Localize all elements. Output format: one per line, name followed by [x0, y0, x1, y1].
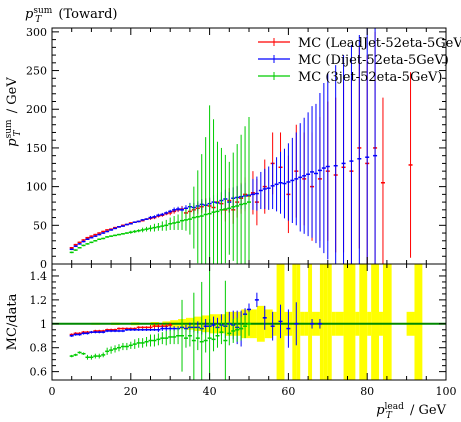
ratio-tick-label: 0.6 [30, 366, 48, 379]
x-tick-label: 40 [203, 385, 217, 398]
y-tick-label: 0 [40, 258, 47, 271]
band-segment [319, 264, 324, 380]
band-segment [323, 264, 328, 380]
y-tick-label: 100 [26, 181, 47, 194]
x-tick-label: 60 [281, 385, 295, 398]
chart-title: psum T (Toward) [25, 6, 117, 25]
ratio-tick-label: 1.2 [30, 294, 48, 307]
band-segment [296, 264, 301, 380]
y-tick-label: 200 [26, 103, 47, 116]
band-segment [327, 264, 332, 380]
ratio-tick-label: 1 [40, 318, 47, 331]
band-segment [343, 264, 348, 380]
ratio-series-3 [69, 266, 251, 380]
y-axis-label: psumT / GeV [4, 77, 23, 147]
main-plot-panel: 0 50 100 150 200 250 300 [26, 26, 447, 271]
band-segment [382, 264, 392, 380]
band-segment [359, 264, 368, 380]
x-tick-label: 0 [49, 385, 56, 398]
band-segment [308, 264, 313, 380]
legend-label: MC (3jet-52eta-5GeV) [298, 70, 443, 85]
legend-label: MC (Dijet-52eta-5GeV) [298, 53, 449, 68]
ratio-data [52, 264, 446, 380]
main-data [69, 28, 413, 264]
series-3 [69, 105, 251, 264]
ratio-plot-panel: 0.6 0.8 1 1.2 1.4 0 20 40 60 80 100 [30, 263, 457, 398]
band-segment [371, 264, 380, 380]
ratio-tick-label: 1.4 [30, 270, 48, 283]
legend: MC (LeadJet-52eta-5GeV) MC (Dijet-52eta-5… [258, 36, 461, 85]
x-tick-label: 20 [124, 385, 138, 398]
ratio-tick-label: 0.8 [30, 342, 48, 355]
y-tick-label: 300 [26, 26, 47, 39]
x-tick-label: 80 [360, 385, 374, 398]
y-tick-label: 250 [26, 65, 47, 78]
ratio-series-1 [69, 322, 173, 336]
y-tick-label: 150 [26, 142, 47, 155]
x-axis-label: plead T / GeV [376, 402, 446, 421]
x-tick-label: 100 [436, 385, 457, 398]
y-tick-label: 50 [33, 219, 47, 232]
legend-label: MC (LeadJet-52eta-5GeV) [298, 36, 461, 51]
band-segment [292, 264, 297, 380]
ratio-y-axis-label: MC/data [5, 293, 20, 350]
band-segment [347, 264, 356, 380]
band-segment [414, 264, 423, 380]
